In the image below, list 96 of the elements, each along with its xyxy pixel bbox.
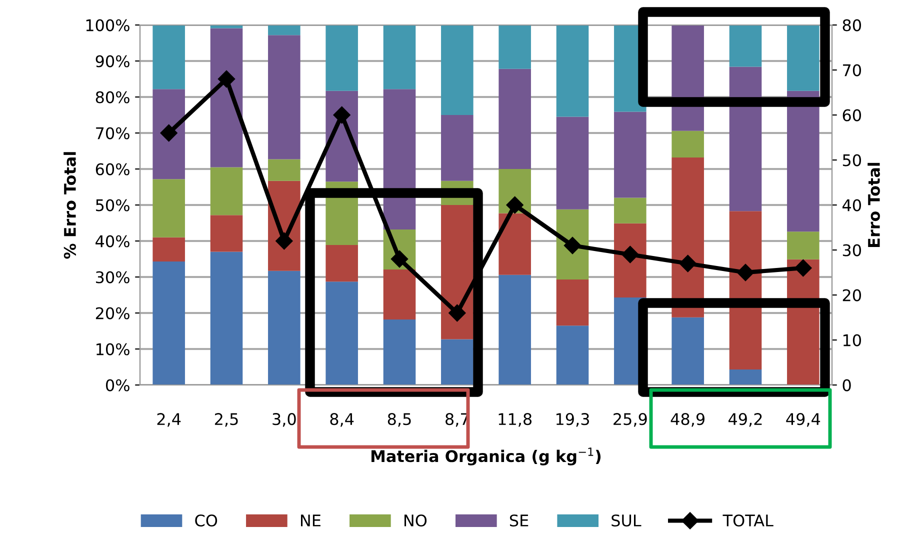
y-tick-label: 60% <box>96 163 130 176</box>
bar <box>556 280 589 326</box>
legend-label: SE <box>510 514 528 527</box>
y-tick-label: 0% <box>106 379 130 392</box>
bar <box>614 223 646 298</box>
bar <box>441 115 474 181</box>
x-tick-label: 2,5 <box>214 413 238 427</box>
bar <box>498 25 531 69</box>
x-axis-title: Materia Organica (g kg$^{−1}$) <box>372 448 601 466</box>
point <box>736 264 754 282</box>
bar <box>787 232 820 260</box>
y-tick-label: 90% <box>96 55 130 68</box>
bar <box>672 317 704 385</box>
bar <box>152 262 185 385</box>
bar <box>441 339 474 385</box>
bar <box>614 198 646 224</box>
y2-tick-label: 60 <box>842 109 861 122</box>
y2-tick-label: 20 <box>842 289 861 302</box>
bar <box>441 205 474 340</box>
point <box>160 124 178 142</box>
bar <box>210 167 243 216</box>
y-tick-label: 30% <box>96 271 130 284</box>
bar <box>210 215 243 252</box>
bar <box>152 237 185 262</box>
bar <box>210 28 243 168</box>
bar <box>787 90 820 232</box>
bar <box>787 25 820 91</box>
bar <box>672 130 704 158</box>
y2-tick-label: 70 <box>843 64 861 76</box>
point <box>333 106 350 124</box>
bar <box>326 244 358 282</box>
legend-label: NO <box>404 514 427 527</box>
bar <box>152 89 185 180</box>
bar <box>729 370 762 385</box>
bar <box>152 25 185 90</box>
x-tick-label: 8,4 <box>330 413 354 427</box>
bar <box>729 211 762 370</box>
x-tick-label: 3,0 <box>272 413 296 427</box>
bar <box>210 252 243 385</box>
point <box>794 259 812 277</box>
bar <box>729 66 762 212</box>
point <box>390 250 408 268</box>
point <box>218 70 236 88</box>
x-tick-label: 49,2 <box>728 413 762 427</box>
bar <box>152 179 185 238</box>
x-tick-label: 8,5 <box>388 413 411 427</box>
bar <box>441 25 474 115</box>
y-tick-label: 10% <box>96 343 130 356</box>
y-axis-title: % Erro Total <box>64 152 76 259</box>
y2-tick-label: 0 <box>842 379 851 392</box>
bar <box>326 282 358 385</box>
bar <box>383 89 416 230</box>
bar <box>383 319 416 385</box>
legend-label: TOTAL <box>722 514 774 527</box>
y2-tick-label: 50 <box>842 154 861 166</box>
y-tick-label: 100% <box>86 19 130 32</box>
point <box>506 196 524 214</box>
legend-label: NE <box>301 514 320 526</box>
y2-tick-label: 10 <box>843 334 861 346</box>
x-tick-label: 49,4 <box>786 413 820 427</box>
x-tick-label: 11,8 <box>498 413 532 427</box>
y2-tick-label: 40 <box>842 199 861 212</box>
y-tick-label: 70% <box>96 127 130 140</box>
point <box>679 254 696 272</box>
x-tick-label: 25,9 <box>614 413 647 427</box>
legend-label: SUL <box>612 514 642 527</box>
x-tick-label: 19,3 <box>556 413 589 427</box>
y-tick-label: 80% <box>96 91 130 104</box>
bar <box>383 25 416 90</box>
point <box>276 232 293 250</box>
y-tick-label: 40% <box>96 235 130 248</box>
legend-label: CO <box>195 514 218 527</box>
bar <box>268 270 300 385</box>
x-tick-label: 48,9 <box>670 413 704 427</box>
bar <box>498 274 531 385</box>
bar <box>268 35 300 160</box>
y2-tick-label: 30 <box>842 244 861 256</box>
point <box>448 304 466 322</box>
point <box>622 246 639 264</box>
bar <box>672 25 704 131</box>
bar <box>498 68 531 169</box>
y-tick-label: 50% <box>96 199 130 212</box>
y2-axis-title: Erro Total <box>868 162 880 247</box>
bar <box>268 25 300 36</box>
bar <box>556 116 589 210</box>
bar <box>383 269 416 320</box>
bar <box>556 25 589 117</box>
bar <box>498 213 531 275</box>
bar <box>556 326 589 385</box>
y-tick-label: 20% <box>96 307 130 320</box>
y2-tick-label: 80 <box>842 19 861 32</box>
bar <box>614 112 646 198</box>
bar <box>729 25 762 67</box>
x-tick-label: 2,4 <box>157 413 181 427</box>
bar <box>326 25 358 91</box>
bar <box>268 159 300 181</box>
